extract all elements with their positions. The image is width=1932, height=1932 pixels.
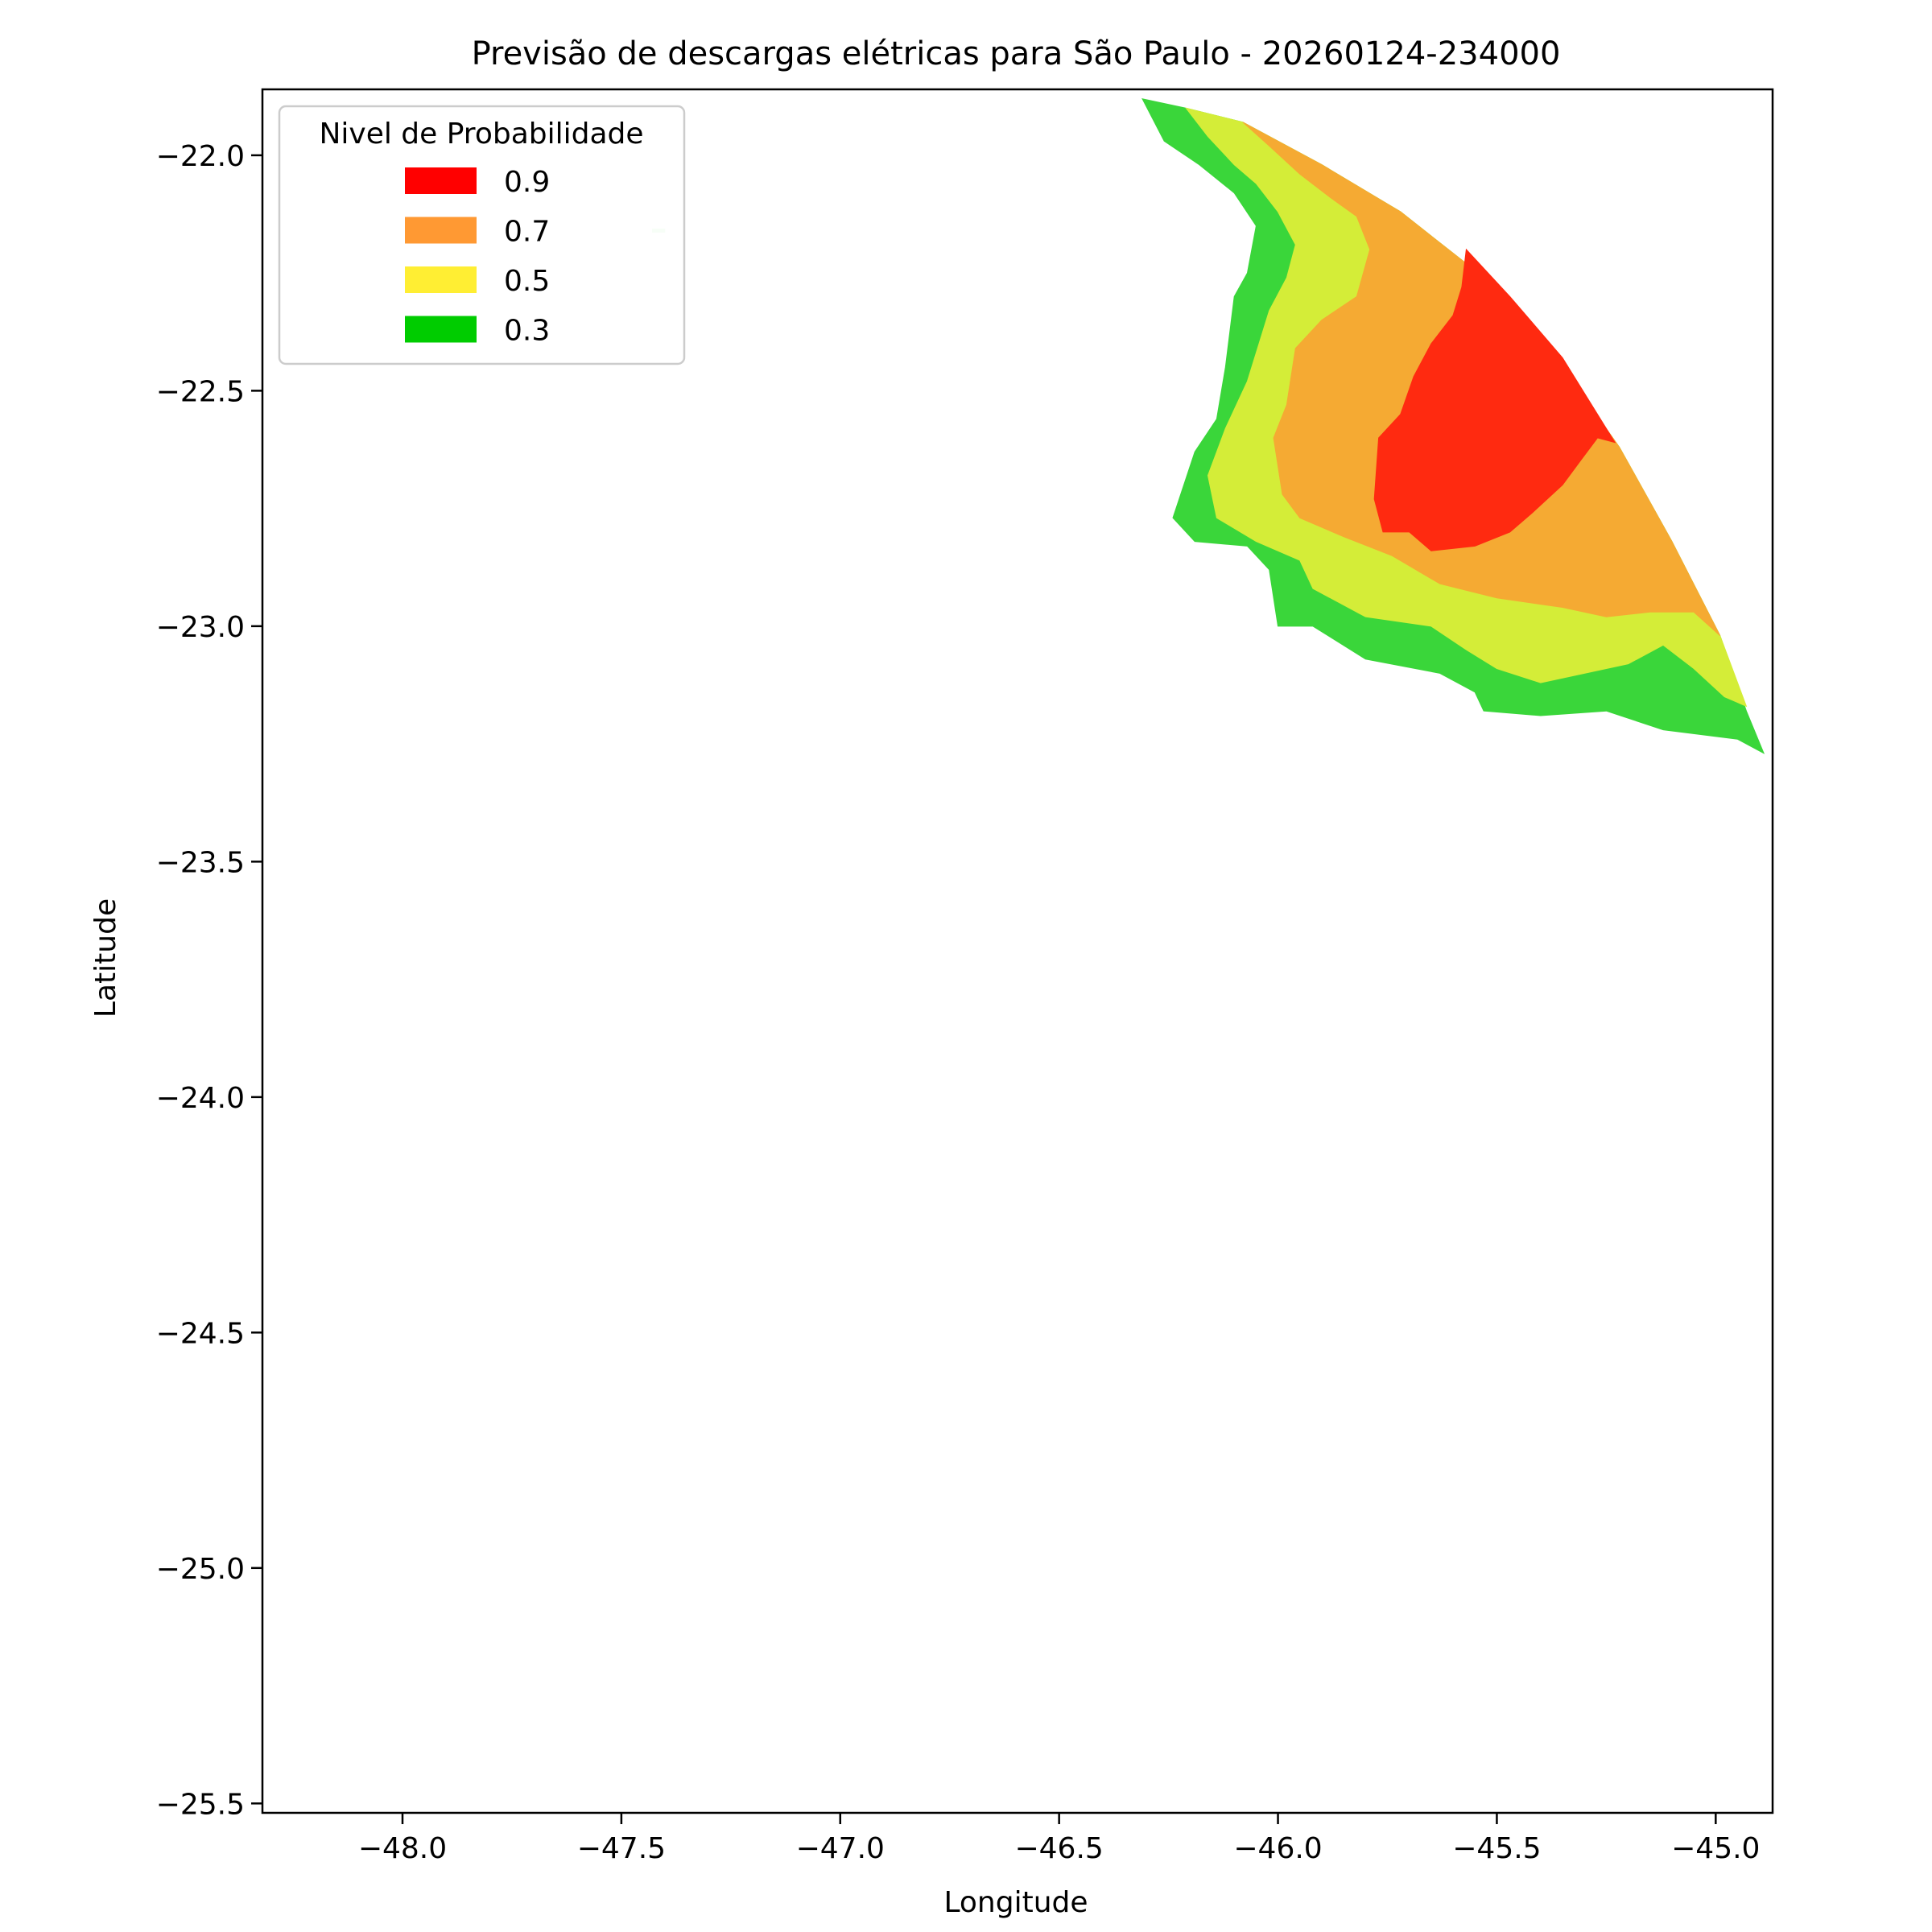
x-tick-label: −47.5 (577, 1832, 666, 1865)
y-tick-label: −23.0 (156, 611, 245, 644)
y-tick-label: −22.0 (156, 140, 245, 173)
contour-regions (1141, 97, 1765, 754)
legend-label: 0.5 (504, 265, 550, 298)
y-axis: −22.0 −22.5 −23.0 −23.5 −24.0 −24.5 −25.0 −25.5 (156, 140, 262, 1821)
legend-swatch-0-9 (405, 167, 477, 194)
plot-area (261, 88, 1774, 1814)
x-tick-label: −45.0 (1671, 1832, 1760, 1865)
contour-region-0-9 (1373, 248, 1616, 551)
x-axis: −48.0 −47.5 −47.0 −46.5 −46.0 −45.5 −45.0 (358, 1813, 1760, 1865)
legend: Nivel de Probabilidade 0.9 0.7 0.5 0.3 (278, 105, 686, 365)
legend-label: 0.9 (504, 166, 550, 199)
legend-title: Nivel de Probabilidade (319, 118, 643, 151)
legend-entries: 0.9 0.7 0.5 0.3 (405, 166, 550, 348)
y-tick-label: −22.5 (156, 375, 245, 408)
y-tick-label: −24.0 (156, 1082, 245, 1115)
chart-title: Previsão de descargas elétricas para São… (472, 35, 1561, 72)
y-axis-label: Latitude (89, 898, 122, 1018)
y-tick-label: −23.5 (156, 846, 245, 879)
legend-label: 0.3 (504, 315, 550, 348)
legend-swatch-0-3 (405, 316, 477, 343)
legend-box (278, 105, 686, 365)
y-tick-label: −24.5 (156, 1317, 245, 1350)
x-tick-label: −47.0 (796, 1832, 885, 1865)
legend-swatch-0-5 (405, 266, 477, 293)
y-tick-label: −25.0 (156, 1553, 245, 1586)
x-axis-label: Longitude (943, 1886, 1088, 1919)
x-tick-label: −45.5 (1452, 1832, 1541, 1865)
x-tick-label: −46.5 (1014, 1832, 1103, 1865)
x-tick-label: −48.0 (358, 1832, 447, 1865)
x-tick-label: −46.0 (1233, 1832, 1322, 1865)
legend-swatch-0-7 (405, 217, 477, 244)
legend-label: 0.7 (504, 216, 550, 249)
y-tick-label: −25.5 (156, 1788, 245, 1821)
axes-frame (261, 88, 1774, 1814)
